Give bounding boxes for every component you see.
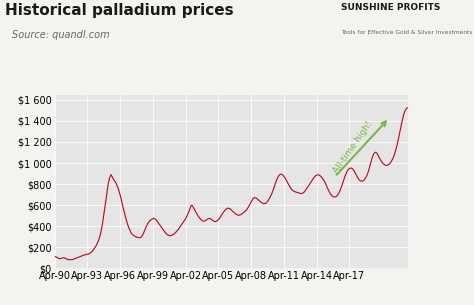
Text: SUNSHINE PROFITS: SUNSHINE PROFITS bbox=[341, 3, 441, 12]
Text: Source: quandl.com: Source: quandl.com bbox=[12, 30, 109, 41]
Text: All-time high!: All-time high! bbox=[332, 120, 374, 175]
Text: Historical palladium prices: Historical palladium prices bbox=[5, 3, 233, 18]
Text: Tools for Effective Gold & Silver Investments: Tools for Effective Gold & Silver Invest… bbox=[341, 30, 473, 35]
